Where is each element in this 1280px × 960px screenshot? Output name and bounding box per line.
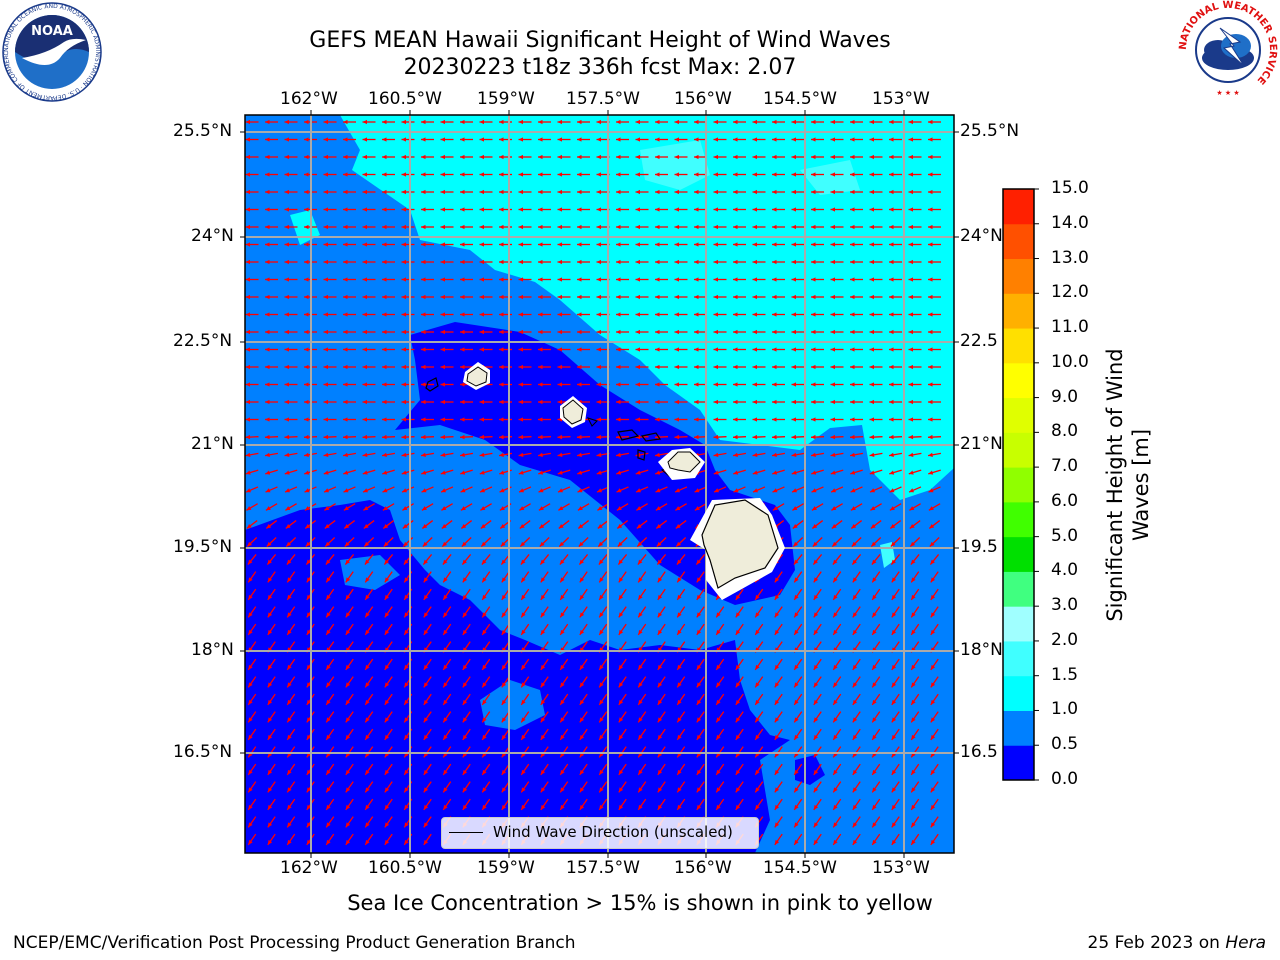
colorbar-tick: 0.5: [1051, 734, 1079, 755]
top-lon-tick: 162°W: [280, 89, 338, 109]
top-lon-tick: 153°W: [872, 89, 930, 109]
wave-height-region-0.0-0.5-south: [245, 500, 790, 853]
right-lat-tick: 24°N: [960, 226, 1003, 246]
colorbar-tick: 14.0: [1051, 212, 1089, 233]
top-lon-tick: 156°W: [674, 89, 732, 109]
colorbar: [1002, 188, 1039, 781]
left-lat-tick: 22.5°N: [173, 331, 233, 351]
colorbar-tick: 11.0: [1051, 317, 1089, 338]
bottom-lon-tick: 157.5°W: [566, 858, 640, 878]
map-title: GEFS MEAN Hawaii Significant Height of W…: [309, 28, 891, 53]
wave-height-field: [245, 115, 954, 853]
bottom-lon-tick: 159°W: [477, 858, 535, 878]
right-lat-tick: 25.5°N: [960, 121, 1020, 141]
colorbar-tick: 13.0: [1051, 247, 1089, 268]
left-lat-tick: 16.5°N: [173, 742, 233, 762]
bottom-lon-tick: 156°W: [674, 858, 732, 878]
colorbar-tick: 12.0: [1051, 282, 1089, 303]
sea-ice-note: Sea Ice Concentration > 15% is shown in …: [0, 891, 1280, 915]
colorbar-tick: 9.0: [1051, 386, 1079, 407]
colorbar-tick: 1.0: [1051, 699, 1079, 720]
bottom-lon-tick: 162°W: [280, 858, 338, 878]
colorbar-tick: 1.5: [1051, 664, 1079, 685]
left-lat-tick: 24°N: [191, 226, 234, 246]
left-lat-tick: 21°N: [191, 434, 234, 454]
credit-text: NCEP/EMC/Verification Post Processing Pr…: [13, 933, 576, 953]
legend-label: Wind Wave Direction (unscaled): [493, 823, 733, 841]
colorbar-tick: 10.0: [1051, 351, 1089, 372]
left-lat-tick: 19.5°N: [173, 537, 233, 557]
left-lat-tick: 25.5°N: [173, 121, 233, 141]
noaa-logo: NATIONAL OCEANIC AND ATMOSPHERIC ADMINIS…: [2, 2, 102, 102]
date-text: 25 Feb 2023 on: [1087, 933, 1220, 953]
lat-lon-grid: [245, 115, 954, 853]
top-lon-tick: 160.5°W: [368, 89, 442, 109]
colorbar-tick: 2.0: [1051, 629, 1079, 650]
svg-text:NOAA: NOAA: [31, 24, 73, 39]
colorbar-label-line1: Significant Height of Wind: [1103, 348, 1127, 622]
colorbar-tick: 8.0: [1051, 421, 1079, 442]
colorbar-tick: 0.0: [1051, 769, 1079, 789]
colorbar-tick: 4.0: [1051, 560, 1079, 581]
sea-ice-note-text: Sea Ice Concentration > 15% is shown in …: [347, 891, 933, 915]
top-lon-tick: 157.5°W: [566, 89, 640, 109]
right-lat-tick: 18°N: [960, 640, 1003, 660]
map-legend: Wind Wave Direction (unscaled): [441, 817, 759, 849]
nws-logo: NATIONAL WEATHER SERVICE ★ ★ ★: [1178, 0, 1278, 98]
colorbar-tick: 15.0: [1051, 178, 1089, 198]
bottom-lon-tick: 154.5°W: [763, 858, 837, 878]
date-machine: 25 Feb 2023 on Hera: [1088, 933, 1266, 953]
legend-line-swatch: [449, 832, 483, 833]
svg-text:★ ★ ★: ★ ★ ★: [1216, 89, 1239, 97]
colorbar-tick: 3.0: [1051, 595, 1079, 616]
colorbar-label-line2: Waves [m]: [1129, 428, 1153, 542]
colorbar-tick: 5.0: [1051, 525, 1079, 546]
colorbar-tick: 7.0: [1051, 456, 1079, 477]
axis-tick-marks: [240, 110, 959, 858]
right-lat-tick: 19.5: [960, 537, 998, 557]
islands: [425, 362, 785, 600]
right-lat-tick: 16.5: [960, 742, 998, 762]
left-lat-tick: 18°N: [191, 640, 234, 660]
map-subtitle: 20230223 t18z 336h fcst Max: 2.07: [403, 55, 797, 80]
top-lon-tick: 159°W: [477, 89, 535, 109]
top-lon-tick: 154.5°W: [763, 89, 837, 109]
bottom-lon-tick: 153°W: [872, 858, 930, 878]
bottom-lon-tick: 160.5°W: [368, 858, 442, 878]
machine-name: Hera: [1225, 933, 1266, 953]
right-lat-tick: 22.5: [960, 331, 998, 351]
map-frame: [244, 114, 955, 854]
right-lat-tick: 21°N: [960, 434, 1003, 454]
colorbar-tick: 6.0: [1051, 490, 1079, 511]
